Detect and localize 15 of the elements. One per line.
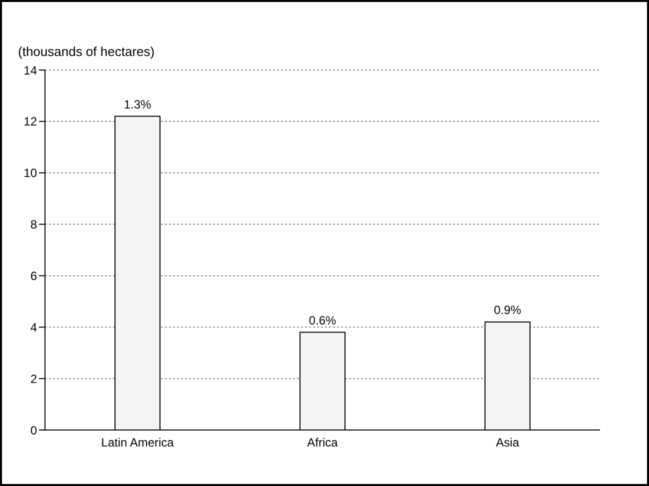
annotation: 0.9%: [494, 303, 522, 317]
y-tick-label: 0: [30, 423, 38, 438]
y-axis-title: (thousands of hectares): [18, 44, 155, 59]
annotation: 0.6%: [308, 313, 336, 328]
y-tick-label: 10: [24, 166, 38, 180]
y-tick-label: 12: [24, 114, 38, 129]
x-tick-label: Africa: [307, 436, 338, 450]
x-tick-label: Asia: [496, 436, 520, 450]
x-tick-label: Latin America: [101, 436, 174, 450]
y-tick-label: 6: [30, 268, 38, 283]
y-tick-label: 14: [24, 63, 38, 78]
y-tick-label: 4: [30, 320, 38, 334]
y-tick-label: 8: [30, 218, 38, 232]
y-tick-label: 2: [30, 372, 38, 386]
annotation: 1.3%: [124, 97, 152, 112]
